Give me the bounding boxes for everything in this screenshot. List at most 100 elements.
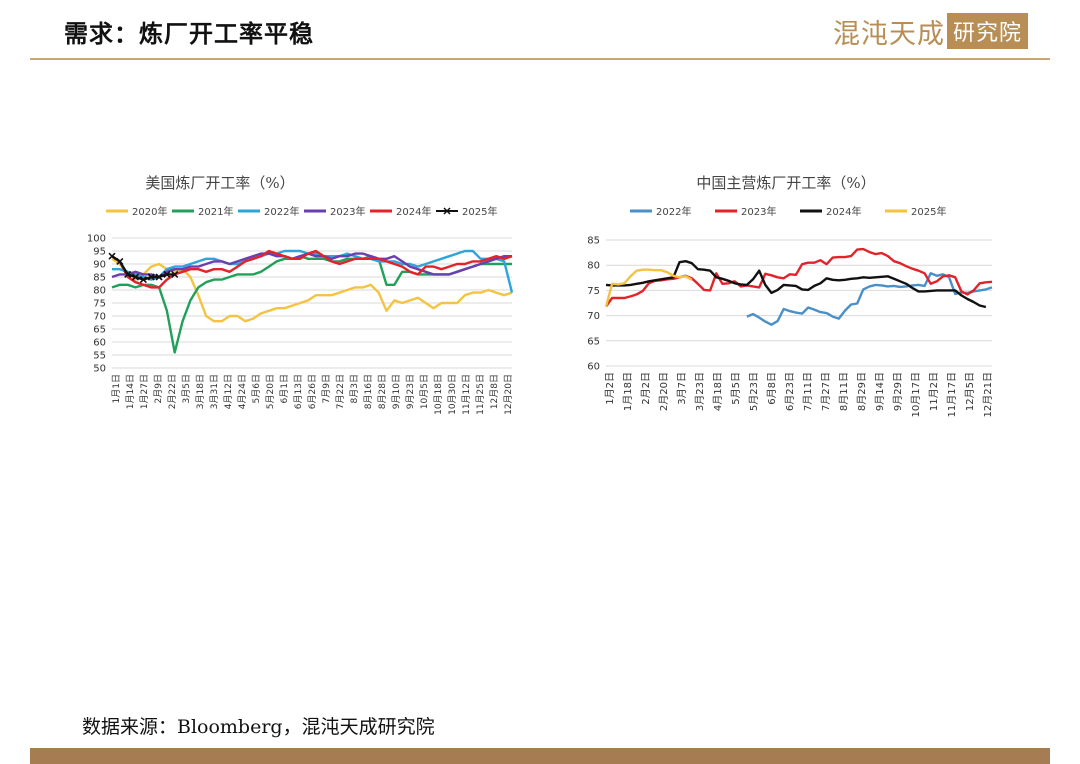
x-tick-label: 10月5日 [419,374,430,409]
y-tick-label: 75 [587,286,600,297]
x-tick-label: 5月20日 [265,374,276,409]
x-tick-label: 11月25日 [475,374,486,415]
y-tick-label: 80 [587,261,600,272]
y-tick-label: 80 [93,286,106,297]
x-tick-label: 1月2日 [604,372,616,405]
legend-label: 2025年 [462,205,497,218]
source-note: 数据来源：Bloomberg，混沌天成研究院 [82,716,435,738]
series-line [111,252,512,279]
x-tick-label: 7月11日 [802,372,814,411]
x-tick-label: 6月13日 [293,374,304,409]
legend-label: 2021年 [198,205,233,218]
series-line [112,249,514,293]
y-tick-label: 70 [587,311,600,322]
series-line [111,257,513,323]
series-marker [108,252,116,260]
x-tick-label: 5月5日 [730,372,742,405]
x-tick-label: 2月9日 [153,374,164,403]
logo-box-text: 研究院 [946,13,1028,49]
x-tick-label: 12月5日 [964,372,976,411]
us-refinery-chart: 美国炼厂开工率（%） 2020年 2021年 2022年 2023年 2024年 2025年… [60,160,530,440]
series-marker [147,273,155,281]
logo-text: 混沌天成 [832,18,945,50]
chart-title: 美国炼厂开工率（%） [145,174,294,192]
legend-marker [443,207,451,215]
y-tick-label: 50 [93,364,106,375]
y-tick-label: 85 [93,273,106,284]
y-tick-label: 75 [93,299,106,310]
x-tick-label: 8月11日 [838,372,850,411]
legend-label: 2024年 [396,205,431,218]
x-tick-label: 8月3日 [349,374,360,403]
footer-bar [30,748,1050,764]
y-tick-label: 65 [93,325,106,336]
x-tick-label: 10月18日 [433,374,444,415]
x-tick-label: 8月16日 [363,374,374,409]
x-tick-label: 2月22日 [167,374,178,409]
series-marker [139,276,147,284]
series-marker [171,270,179,278]
china-refinery-chart-svg: 中国主营炼厂开工率（%） 2022年 2023年 2024年 2025年 60 65 70 75… [587,174,994,417]
y-tick-label: 85 [587,236,600,247]
x-tick-label: 2月2日 [640,372,652,405]
x-tick-label: 10月30日 [447,374,458,415]
header-divider [30,58,1050,60]
x-tick-label: 11月17日 [946,372,958,417]
y-tick-label: 70 [93,312,106,323]
x-tick-label: 6月1日 [279,374,290,403]
legend-label: 2023年 [330,205,365,218]
us-refinery-chart-svg: 美国炼厂开工率（%） 2020年 2021年 2022年 2023年 2024年 2025年… [87,174,514,415]
x-tick-label: 1月1日 [111,374,122,403]
x-tick-label: 12月20日 [503,374,514,415]
x-tick-label: 3月31日 [209,374,220,409]
china-refinery-chart: 中国主营炼厂开工率（%） 2022年 2023年 2024年 2025年 60 65 70 75… [560,160,1020,440]
x-tick-label: 4月18日 [712,372,724,411]
series-marker [124,270,132,278]
legend-label: 2024年 [826,205,861,218]
x-tick-label: 1月14日 [125,374,136,409]
x-tick-label: 5月23日 [748,372,760,411]
series-marker [163,270,171,278]
x-tick-label: 11月2日 [928,372,940,411]
x-tick-label: 8月29日 [856,372,868,411]
x-tick-label: 10月17日 [910,372,922,417]
x-tick-label: 9月14日 [874,372,886,411]
series-line [605,259,987,309]
chart-title: 中国主营炼厂开工率（%） [696,174,875,192]
x-tick-label: 3月5日 [181,374,192,403]
x-tick-label: 1月27日 [139,374,150,409]
series-line [111,249,513,289]
page-title: 需求：炼厂开工率平稳 [64,19,314,48]
x-tick-label: 1月18日 [622,372,634,411]
y-tick-label: 55 [93,351,106,362]
x-tick-label: 5月6日 [251,374,262,403]
y-tick-label: 60 [587,362,600,373]
x-tick-label: 8月28日 [377,374,388,409]
x-tick-label: 9月29日 [892,372,904,411]
y-tick-label: 95 [93,247,106,258]
x-tick-label: 12月8日 [489,374,500,409]
x-tick-label: 6月23日 [784,372,796,411]
x-tick-label: 7月27日 [820,372,832,411]
series-line [604,268,693,307]
x-tick-label: 7月22日 [335,374,346,409]
x-tick-label: 6月26日 [307,374,318,409]
x-tick-label: 6月8日 [766,372,778,405]
x-tick-label: 4月24日 [237,374,248,409]
y-tick-label: 100 [87,234,106,245]
x-tick-label: 3月18日 [195,374,206,409]
series-line [746,272,993,326]
x-tick-label: 4月12日 [223,374,234,409]
x-tick-label: 7月9日 [321,374,332,403]
legend-label: 2022年 [264,205,299,218]
legend-label: 2020年 [132,205,167,218]
x-tick-label: 12月21日 [982,372,994,417]
x-tick-label: 3月7日 [676,372,688,405]
brand-logo: 混沌天成 研究院 [833,12,1028,50]
y-tick-label: 65 [587,336,600,347]
x-tick-label: 9月23日 [405,374,416,409]
x-tick-label: 2月20日 [658,372,670,411]
x-tick-label: 9月10日 [391,374,402,409]
series-line [605,247,993,308]
series-marker [131,273,140,281]
